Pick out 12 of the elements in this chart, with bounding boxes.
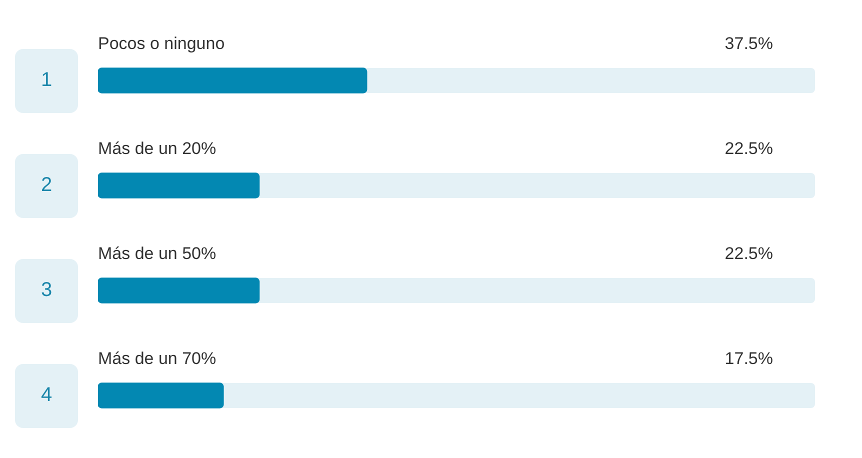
y-tick-label: Más de un 20% xyxy=(98,139,216,158)
data-label: 22.5% xyxy=(724,244,773,264)
data-label: 37.5% xyxy=(724,34,773,54)
text: 4 xyxy=(40,384,52,407)
text: 1 xyxy=(40,69,52,92)
data-label: 17.5% xyxy=(724,349,773,368)
y-tick-label: Pocos o ninguno xyxy=(98,34,225,54)
y-tick-label: Más de un 50% xyxy=(98,244,216,264)
text: 2 xyxy=(40,174,52,197)
text: 3 xyxy=(40,279,52,302)
y-tick-label: Más de un 70% xyxy=(98,349,216,368)
data-label: 22.5% xyxy=(724,139,773,158)
